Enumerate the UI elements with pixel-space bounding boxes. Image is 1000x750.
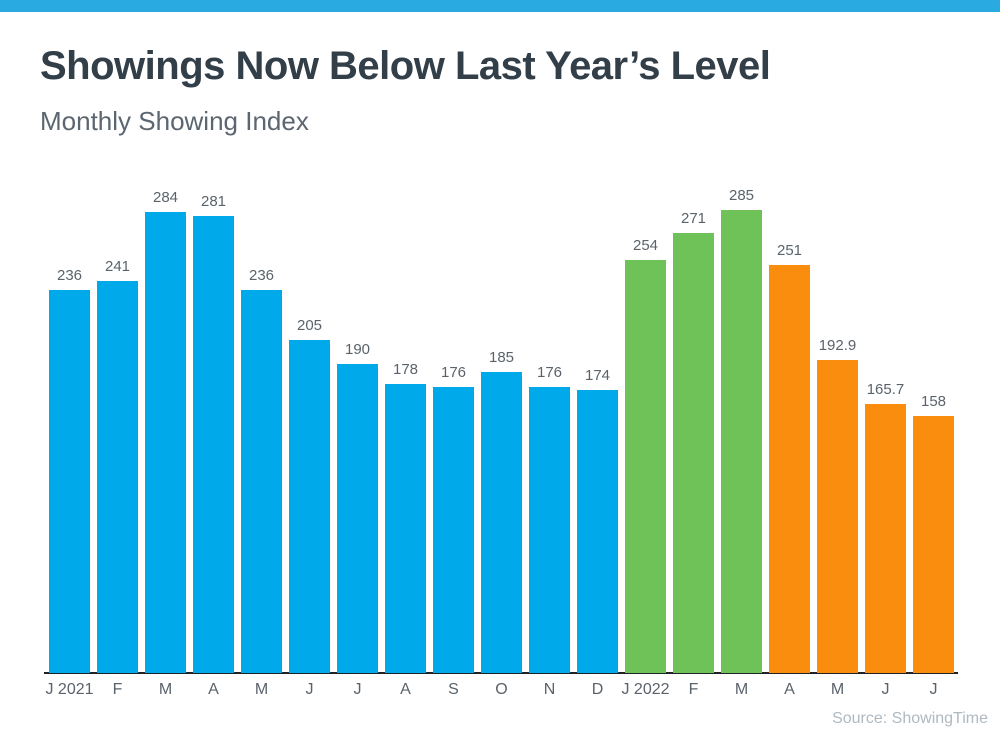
bar <box>433 387 474 673</box>
bar-value-label: 205 <box>296 317 323 334</box>
x-axis-label: D <box>591 681 604 698</box>
x-axis-label: N <box>543 681 556 698</box>
x-axis-label: A <box>784 681 795 698</box>
bar <box>913 416 954 673</box>
x-axis-label: S <box>448 681 459 698</box>
x-axis-label: M <box>734 681 749 698</box>
bar <box>577 390 618 673</box>
x-axis-label: O <box>495 681 508 698</box>
bar <box>241 290 282 673</box>
x-axis-label: M <box>254 681 269 698</box>
x-axis-label: F <box>112 681 123 698</box>
bar-value-label: 174 <box>584 367 611 384</box>
bar-value-label: 236 <box>56 267 83 284</box>
bar-value-label: 176 <box>536 364 563 381</box>
bar <box>865 404 906 673</box>
x-axis-label: J <box>305 681 314 698</box>
bar <box>385 384 426 673</box>
x-axis-label: J <box>929 681 938 698</box>
bar-value-label: 284 <box>152 189 179 206</box>
x-axis-label: J <box>881 681 890 698</box>
top-accent-bar <box>0 0 1000 12</box>
bar-value-label: 236 <box>248 267 275 284</box>
bar <box>673 233 714 673</box>
bar-value-label: 241 <box>104 258 131 275</box>
bar-value-label: 251 <box>776 242 803 259</box>
bar-value-label: 271 <box>680 210 707 227</box>
bar-value-label: 285 <box>728 187 755 204</box>
bar-value-label: 158 <box>920 393 947 410</box>
bar-value-label: 190 <box>344 341 371 358</box>
bar <box>481 372 522 673</box>
x-axis-label: J 2021 <box>45 681 94 698</box>
bar-value-label: 254 <box>632 237 659 254</box>
source-attribution: Source: ShowingTime <box>832 710 988 727</box>
x-axis-label: F <box>688 681 699 698</box>
bar <box>769 265 810 673</box>
bar <box>145 212 186 673</box>
bar <box>289 340 330 673</box>
bar <box>49 290 90 673</box>
x-axis-label: A <box>208 681 219 698</box>
bar-value-label: 192.9 <box>818 337 857 354</box>
bar-value-label: 176 <box>440 364 467 381</box>
x-axis-label: J <box>353 681 362 698</box>
bar <box>193 216 234 673</box>
x-axis-line <box>44 672 958 674</box>
x-axis-label: M <box>158 681 173 698</box>
bar <box>337 364 378 673</box>
bar <box>721 210 762 673</box>
bar <box>529 387 570 673</box>
x-axis-label: A <box>400 681 411 698</box>
x-axis-label: J 2022 <box>621 681 670 698</box>
bar-value-label: 185 <box>488 349 515 366</box>
bar-value-label: 281 <box>200 193 227 210</box>
chart-subtitle: Monthly Showing Index <box>40 106 309 136</box>
bar <box>625 260 666 673</box>
x-axis-label: M <box>830 681 845 698</box>
bar-value-label: 178 <box>392 361 419 378</box>
chart-title: Showings Now Below Last Year’s Level <box>40 44 771 88</box>
bar <box>97 281 138 673</box>
bar <box>817 360 858 673</box>
bar-value-label: 165.7 <box>866 381 905 398</box>
